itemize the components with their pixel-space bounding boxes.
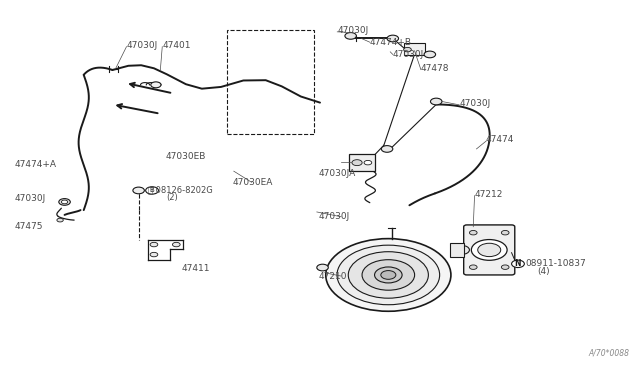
Circle shape [471, 240, 507, 260]
Circle shape [150, 242, 158, 247]
Circle shape [173, 242, 180, 247]
Circle shape [133, 187, 145, 194]
Text: 47030EA: 47030EA [232, 178, 273, 187]
Circle shape [61, 200, 68, 204]
Circle shape [150, 252, 158, 257]
Text: B: B [150, 187, 154, 193]
Circle shape [374, 267, 402, 283]
Text: 47030EB: 47030EB [166, 152, 206, 161]
Text: 47030J: 47030J [318, 212, 349, 221]
Text: 08911-10837: 08911-10837 [525, 259, 586, 267]
Circle shape [364, 160, 372, 165]
Circle shape [59, 199, 70, 205]
Circle shape [381, 145, 393, 152]
Circle shape [57, 218, 63, 222]
Bar [227, 31, 314, 134]
Text: A/70*0088: A/70*0088 [589, 348, 630, 357]
Text: 47030J: 47030J [460, 99, 490, 108]
Text: (4): (4) [537, 267, 550, 276]
Text: 47475: 47475 [15, 221, 44, 231]
Circle shape [501, 265, 509, 269]
Circle shape [469, 265, 477, 269]
Text: 47212: 47212 [474, 190, 503, 199]
Circle shape [326, 238, 451, 311]
Circle shape [477, 243, 500, 257]
Circle shape [424, 51, 436, 58]
FancyBboxPatch shape [464, 225, 515, 275]
Text: 47210: 47210 [318, 272, 347, 280]
Text: Ⓑ 08126-8202G: Ⓑ 08126-8202G [148, 185, 212, 194]
Text: 47401: 47401 [163, 41, 191, 50]
Text: N: N [515, 259, 521, 268]
Circle shape [337, 245, 440, 305]
Text: 47030JA: 47030JA [318, 169, 355, 177]
Text: 47030J: 47030J [127, 41, 157, 50]
Circle shape [345, 33, 356, 39]
Circle shape [348, 252, 428, 298]
Circle shape [146, 187, 159, 194]
FancyBboxPatch shape [450, 243, 464, 257]
Circle shape [404, 47, 412, 52]
Circle shape [454, 246, 469, 254]
Text: 47411: 47411 [181, 264, 210, 273]
Text: (2): (2) [167, 193, 179, 202]
Text: 47474+B: 47474+B [370, 38, 412, 47]
Circle shape [501, 231, 509, 235]
Text: 47474: 47474 [486, 135, 515, 144]
Text: 47030J: 47030J [337, 26, 369, 35]
Circle shape [151, 82, 161, 88]
Circle shape [431, 98, 442, 105]
FancyBboxPatch shape [349, 154, 375, 171]
Circle shape [352, 160, 362, 166]
Circle shape [381, 270, 396, 279]
Text: 47474+A: 47474+A [15, 160, 57, 169]
Circle shape [387, 35, 399, 42]
Circle shape [362, 260, 415, 290]
Text: 47030J: 47030J [393, 50, 424, 59]
Circle shape [511, 260, 524, 267]
FancyBboxPatch shape [404, 43, 426, 55]
Circle shape [469, 231, 477, 235]
Text: 47478: 47478 [421, 64, 449, 73]
Circle shape [317, 264, 328, 271]
Text: 47030J: 47030J [15, 195, 46, 203]
